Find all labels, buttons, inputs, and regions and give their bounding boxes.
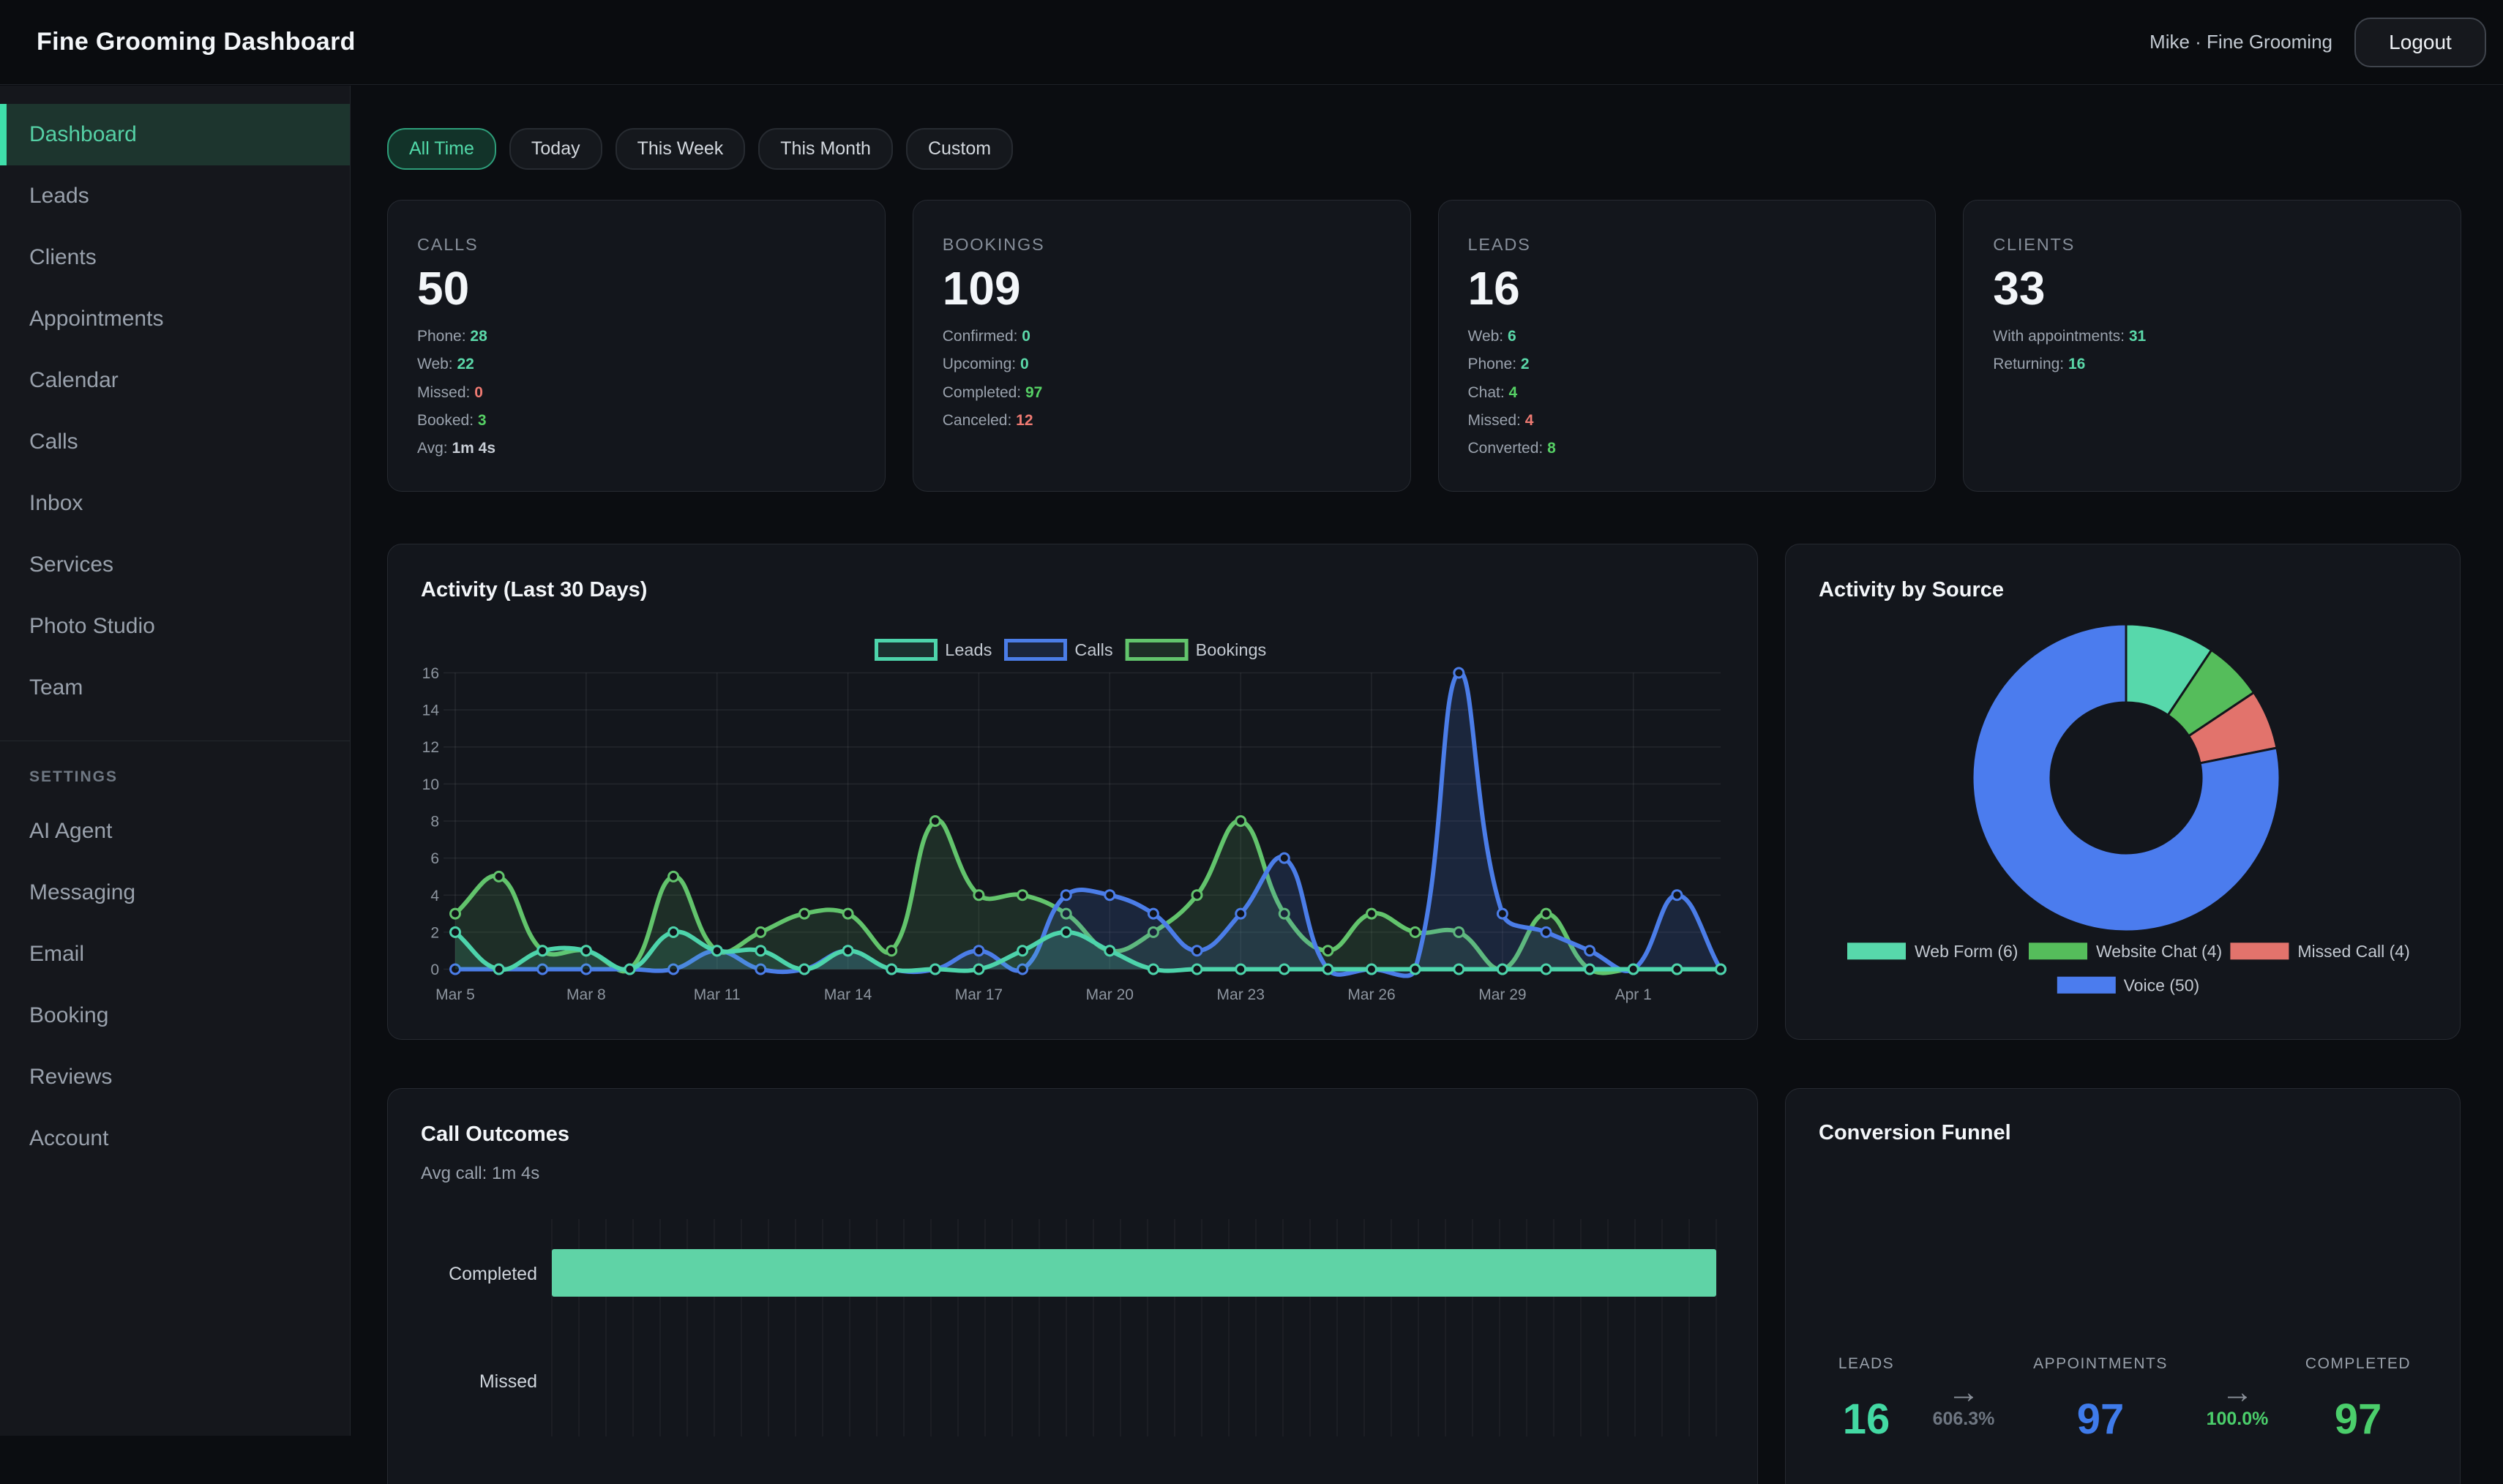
svg-text:Voice (50): Voice (50) — [2124, 975, 2200, 994]
svg-text:Avg call: 1m 4s: Avg call: 1m 4s — [421, 1163, 539, 1183]
svg-text:Mar 23: Mar 23 — [1217, 986, 1265, 1003]
svg-text:0: 0 — [430, 962, 439, 978]
svg-text:Mar 20: Mar 20 — [1086, 986, 1134, 1003]
svg-text:Activity by Source: Activity by Source — [1819, 578, 2004, 602]
svg-text:16: 16 — [422, 665, 439, 682]
svg-text:Mar 14: Mar 14 — [824, 986, 872, 1003]
svg-text:Missed Call (4): Missed Call (4) — [2297, 942, 2409, 961]
svg-text:8: 8 — [430, 814, 439, 831]
svg-text:Activity (Last 30 Days): Activity (Last 30 Days) — [421, 578, 647, 602]
svg-text:Mar 8: Mar 8 — [566, 986, 606, 1003]
svg-text:Mar 26: Mar 26 — [1347, 986, 1395, 1003]
svg-text:Mar 5: Mar 5 — [435, 986, 475, 1003]
svg-text:6: 6 — [430, 850, 439, 867]
svg-text:14: 14 — [422, 702, 440, 719]
svg-text:10: 10 — [422, 776, 439, 793]
svg-text:Mar 11: Mar 11 — [694, 986, 741, 1003]
svg-text:Web Form (6): Web Form (6) — [1915, 942, 2018, 961]
svg-text:Mar 29: Mar 29 — [1478, 986, 1526, 1003]
svg-text:Website Chat (4): Website Chat (4) — [2096, 942, 2222, 961]
svg-text:Call Outcomes: Call Outcomes — [421, 1123, 569, 1146]
svg-text:Bookings: Bookings — [1196, 640, 1267, 659]
svg-text:4: 4 — [430, 888, 439, 904]
svg-text:Missed: Missed — [479, 1371, 537, 1392]
svg-text:Mar 17: Mar 17 — [955, 986, 1003, 1003]
svg-text:Leads: Leads — [945, 640, 992, 659]
svg-text:Calls: Calls — [1074, 640, 1112, 659]
svg-text:Apr 1: Apr 1 — [1615, 986, 1652, 1003]
svg-text:Completed: Completed — [449, 1264, 537, 1284]
svg-text:12: 12 — [422, 739, 439, 756]
svg-text:2: 2 — [430, 924, 439, 941]
